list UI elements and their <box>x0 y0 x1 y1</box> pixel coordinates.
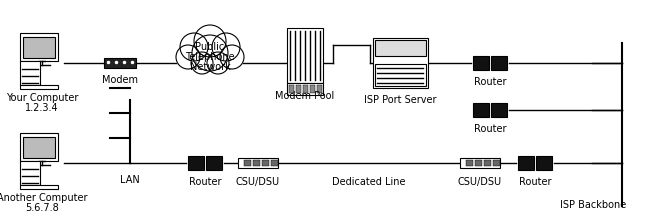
Bar <box>303 85 308 93</box>
Bar <box>296 85 301 93</box>
Text: Network: Network <box>190 62 230 72</box>
Text: 1.2.3.4: 1.2.3.4 <box>25 103 59 113</box>
Circle shape <box>192 35 228 71</box>
Bar <box>188 156 204 170</box>
Text: CSU/DSU: CSU/DSU <box>458 177 502 187</box>
Text: Public: Public <box>196 42 224 52</box>
Circle shape <box>191 52 213 74</box>
Text: CSU/DSU: CSU/DSU <box>236 177 280 187</box>
Circle shape <box>207 52 229 74</box>
Text: Your Computer: Your Computer <box>6 93 78 103</box>
Bar <box>271 160 278 166</box>
Text: Router: Router <box>474 77 506 87</box>
Bar <box>287 28 323 83</box>
Bar <box>206 156 222 170</box>
Bar <box>518 156 534 170</box>
Bar <box>493 160 500 166</box>
Circle shape <box>220 45 244 69</box>
Bar <box>317 85 322 93</box>
Bar <box>473 56 489 70</box>
Text: Modem: Modem <box>102 75 138 85</box>
Circle shape <box>176 45 200 69</box>
Text: Another Computer: Another Computer <box>0 193 87 203</box>
Bar <box>20 85 58 89</box>
Bar <box>491 103 507 117</box>
Bar <box>287 83 323 95</box>
Bar <box>23 137 55 158</box>
Text: LAN: LAN <box>120 175 140 185</box>
Bar <box>253 160 260 166</box>
Bar <box>491 56 507 70</box>
Text: Telephone: Telephone <box>185 52 235 62</box>
Bar <box>375 40 426 56</box>
Bar <box>466 160 473 166</box>
Bar <box>20 185 58 189</box>
Bar <box>473 103 489 117</box>
Bar <box>104 58 136 68</box>
Bar <box>244 160 251 166</box>
Bar <box>310 85 315 93</box>
Text: Router: Router <box>474 124 506 134</box>
Bar <box>23 37 55 58</box>
Bar <box>238 158 278 168</box>
Bar <box>536 156 552 170</box>
Text: Router: Router <box>519 177 551 187</box>
Text: Router: Router <box>189 177 221 187</box>
Text: Modem Pool: Modem Pool <box>276 91 335 101</box>
Bar <box>20 33 58 61</box>
Text: Dedicated Line: Dedicated Line <box>332 177 406 187</box>
Circle shape <box>212 33 240 61</box>
Bar <box>460 158 500 168</box>
Bar <box>375 64 426 86</box>
Circle shape <box>194 25 226 57</box>
Circle shape <box>180 33 208 61</box>
Bar <box>20 61 40 85</box>
Bar <box>20 161 40 185</box>
Text: ISP Backbone: ISP Backbone <box>560 200 626 210</box>
Bar <box>289 85 294 93</box>
Text: ISP Port Server: ISP Port Server <box>364 95 436 105</box>
Bar <box>475 160 482 166</box>
Bar <box>20 133 58 161</box>
Text: 5.6.7.8: 5.6.7.8 <box>25 203 59 213</box>
Bar <box>262 160 269 166</box>
Bar <box>373 38 428 88</box>
Bar <box>484 160 491 166</box>
